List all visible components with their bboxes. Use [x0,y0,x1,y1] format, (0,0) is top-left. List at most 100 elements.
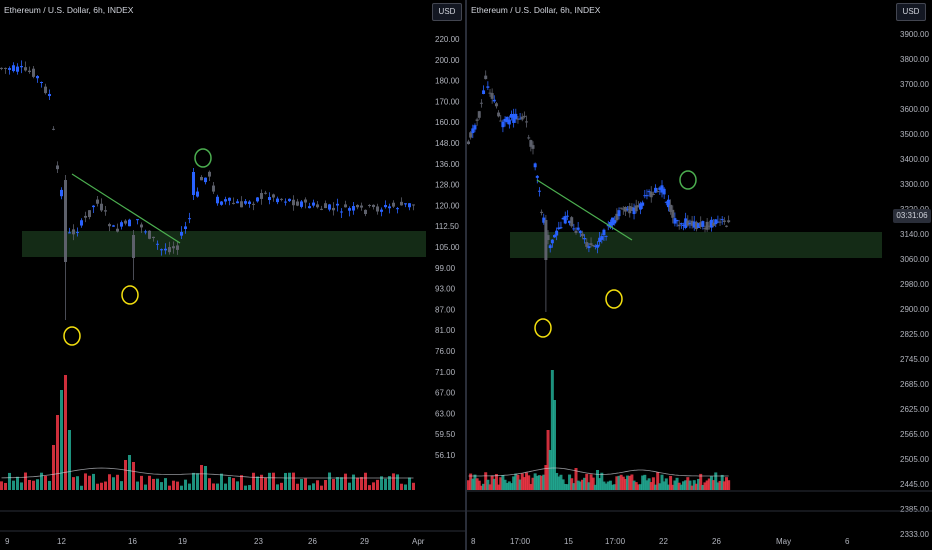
candle [208,171,211,177]
candle [621,208,625,210]
right-currency-button[interactable]: USD [896,3,926,21]
candle [160,249,163,251]
candle [88,210,91,218]
time-axis-label: 26 [308,537,317,546]
volume-bar [356,477,359,490]
volume-bar [192,472,195,490]
candle [196,191,199,197]
candle [332,207,335,211]
candle [340,211,343,213]
volume-bar [632,480,636,490]
candle [714,219,718,225]
volume-bar [372,482,375,490]
volume-bar [501,475,505,490]
candle [499,120,503,122]
volume-bar [520,473,524,490]
green-circle-annotation [194,148,212,168]
candle [284,201,287,203]
candle [408,203,411,208]
volume-bar [555,472,559,490]
volume-bar [96,483,99,490]
volume-bar [679,484,683,490]
candle [503,118,507,122]
price-axis-label: 105.00 [435,243,460,252]
candle [473,125,477,130]
volume-bar [636,484,640,490]
volume-bar [568,474,572,490]
candle [188,218,191,220]
candle [507,119,511,125]
price-axis-label: 3500.00 [900,130,929,139]
candle [501,121,505,128]
right-chart-pane[interactable]: 3900.00 3800.00 3700.00 3600.00 3500.00 3400.… [467,0,932,550]
candle [675,220,679,222]
volume-bar [240,475,243,490]
candle [372,204,375,208]
candle [204,177,207,183]
candle [320,208,323,210]
candle [56,165,59,170]
volume-bar [264,477,267,490]
candle [376,206,379,212]
candle [276,198,279,203]
volume-bar [360,477,363,490]
volume-bar [100,482,103,490]
volume-bar [104,481,107,490]
volume-bar [72,477,75,490]
left-currency-button[interactable]: USD [432,3,462,21]
volume-bar [392,473,395,490]
candle [260,193,263,199]
candle [84,215,87,218]
candle [12,65,15,72]
volume-bar [722,481,726,490]
volume-bar [684,480,688,490]
time-axis-label: 23 [254,537,263,546]
volume-bar [658,483,662,490]
left-chart-title: Ethereum / U.S. Dollar, 6h, INDEX [4,5,134,15]
candle [720,219,724,221]
candle [112,225,115,227]
candle [176,245,179,250]
volume-bar [611,484,615,490]
pane-splitter[interactable] [465,0,467,550]
volume-bar [580,479,584,490]
volume-bar [16,476,19,490]
volume-bar [486,479,490,490]
candle [578,230,582,234]
price-axis-label: 3600.00 [900,105,929,114]
candle [580,233,584,237]
volume-bar [583,477,587,490]
volume-bar [621,476,625,490]
volume-bar [690,485,694,490]
time-axis-label: 22 [659,537,668,546]
candle [272,194,275,198]
trend-line [71,173,181,244]
left-chart-canvas[interactable]: 220.00 200.00 180.00 170.00 160.00 148.00 136.… [0,0,465,550]
candle [553,235,556,238]
candle [725,225,728,227]
candle [412,204,415,206]
candle [604,235,608,237]
volume-bar [542,474,546,490]
candle [634,205,638,212]
volume-bar [344,473,347,490]
price-axis-label: 2445.00 [900,480,929,489]
volume-bar [654,484,658,490]
left-chart-pane[interactable]: 220.00 200.00 180.00 170.00 160.00 148.00 136.… [0,0,465,550]
candle [550,239,554,244]
price-axis-label: 180.00 [435,77,460,86]
volume-bar [112,477,115,490]
candle [727,220,731,223]
candle [641,202,645,206]
candle [388,206,391,209]
candle [497,112,501,117]
candle [718,221,722,223]
volume-bar [630,474,634,490]
candle [673,218,677,224]
right-chart-canvas[interactable]: 3900.00 3800.00 3700.00 3600.00 3500.00 3400.… [467,0,932,550]
candle [360,205,363,208]
candle [48,94,51,97]
volume-bar [364,472,367,490]
candle [24,67,27,71]
candle [677,224,681,227]
